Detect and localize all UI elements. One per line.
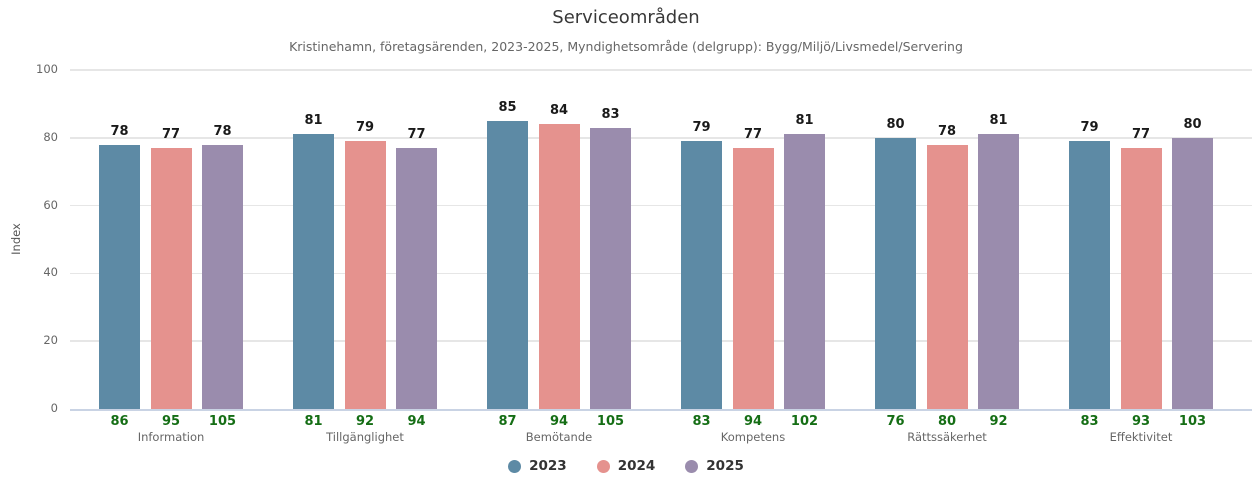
bar-2025-Rättssäkerhet[interactable]: [978, 134, 1019, 409]
count-label: 87: [498, 414, 517, 429]
bar-value-label: 77: [407, 126, 426, 142]
x-axis-label-bemötande: Bemötande: [525, 430, 593, 444]
count-label: 92: [989, 414, 1008, 429]
bar-value-label: 77: [1131, 126, 1151, 142]
bar-value-label: 78: [110, 123, 129, 139]
count-label: 83: [1080, 414, 1099, 429]
bar-2023-Bemötande[interactable]: [487, 120, 528, 409]
x-axis-label-kompetens: Kompetens: [720, 430, 786, 444]
bar-2023-Effektivitet[interactable]: [1069, 141, 1110, 409]
bar-value-label: 80: [1183, 116, 1202, 132]
bar-value-label: 79: [692, 120, 711, 136]
x-axis-label-tillgänglighet: Tillgänglighet: [326, 430, 404, 444]
bar-value-label: 78: [937, 123, 957, 139]
count-label: 92: [355, 414, 375, 429]
bar-value-label: 81: [304, 113, 323, 129]
bar-value-label: 79: [1080, 120, 1099, 136]
bar-2024-Information[interactable]: [150, 147, 192, 409]
bar-2024-Bemötande[interactable]: [538, 124, 580, 409]
bar-2024-Effektivitet[interactable]: [1120, 147, 1162, 409]
chart-title: Serviceområden: [552, 7, 700, 28]
chart-subtitle: Kristinehamn, företagsärenden, 2023-2025…: [289, 39, 963, 54]
legend-label-2023: 2023: [529, 458, 567, 474]
count-label: 102: [790, 414, 819, 429]
legend-item-2024[interactable]: 2024: [596, 458, 656, 474]
bar-2025-Kompetens[interactable]: [784, 134, 825, 409]
x-axis-line: [70, 408, 1252, 411]
y-tick-label-100: 100: [36, 62, 58, 76]
bar-2025-Information[interactable]: [202, 144, 243, 409]
gridline-20: [70, 340, 1252, 342]
legend-item-2023[interactable]: 2023: [508, 458, 567, 474]
bar-value-label: 77: [743, 126, 763, 142]
count-label: 93: [1131, 414, 1151, 429]
legend-swatch-2025: [685, 459, 699, 473]
gridline-100: [70, 69, 1252, 71]
bar-2023-Tillgänglighet[interactable]: [293, 134, 334, 409]
bar-2025-Tillgänglighet[interactable]: [396, 147, 437, 409]
count-label: 95: [161, 414, 181, 429]
legend-label-2024: 2024: [617, 458, 656, 474]
bar-value-label: 83: [601, 106, 620, 122]
bar-2025-Effektivitet[interactable]: [1172, 137, 1213, 409]
x-axis-label-rättssäkerhet: Rättssäkerhet: [907, 430, 987, 444]
bar-2023-Information[interactable]: [99, 144, 140, 409]
bar-value-label: 80: [886, 116, 905, 132]
count-label: 103: [1178, 414, 1207, 429]
bar-value-label: 81: [795, 113, 814, 129]
x-axis-label-information: Information: [137, 430, 205, 444]
bar-2023-Rättssäkerhet[interactable]: [875, 137, 916, 409]
count-label: 83: [692, 414, 711, 429]
count-label: 81: [304, 414, 323, 429]
x-axis-label-effektivitet: Effektivitet: [1109, 430, 1173, 444]
legend-item-2025[interactable]: 2025: [685, 458, 744, 474]
legend-label-2025: 2025: [706, 458, 744, 474]
bar-value-label: 79: [355, 120, 375, 136]
bar-value-label: 78: [213, 123, 232, 139]
y-tick-label-40: 40: [43, 265, 58, 280]
count-label: 94: [407, 414, 426, 429]
count-label: 94: [743, 414, 763, 429]
legend-swatch-2024: [596, 459, 610, 473]
y-tick-label-0: 0: [50, 401, 58, 415]
bar-2024-Rättssäkerhet[interactable]: [926, 144, 968, 409]
y-tick-label-20: 20: [43, 333, 58, 348]
gridline-80: [70, 137, 1252, 139]
bar-2025-Bemötande[interactable]: [590, 127, 631, 409]
gridline-60: [70, 204, 1252, 207]
legend-swatch-2023: [508, 459, 522, 473]
bar-value-label: 81: [989, 113, 1008, 129]
bar-value-label: 85: [498, 99, 517, 115]
bar-2023-Kompetens[interactable]: [681, 141, 722, 409]
bar-value-label: 84: [549, 103, 569, 119]
count-label: 105: [596, 414, 625, 429]
bar-value-label: 77: [161, 126, 181, 142]
count-label: 80: [937, 414, 957, 429]
y-tick-label-80: 80: [43, 129, 58, 144]
legend: 2023 2024 2025: [0, 458, 1252, 474]
bar-2024-Kompetens[interactable]: [732, 147, 774, 409]
bar-2024-Tillgänglighet[interactable]: [344, 141, 386, 409]
gridline-40: [70, 272, 1252, 275]
plot-area: Index 0 20 40 60 80 100 78 86 81 81 85 87 79 83 80 76 79…: [9, 62, 1252, 444]
count-label: 94: [549, 414, 569, 429]
count-label: 86: [110, 414, 129, 429]
count-label: 76: [886, 414, 905, 429]
count-label: 105: [208, 414, 237, 429]
y-tick-label-60: 60: [43, 197, 58, 212]
